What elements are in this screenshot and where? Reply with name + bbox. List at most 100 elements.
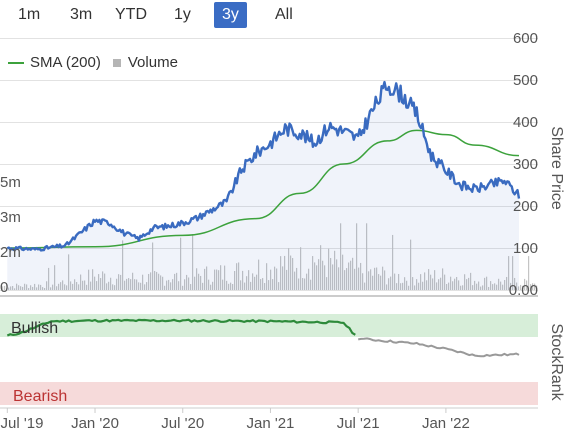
volume-bar bbox=[344, 270, 346, 290]
volume-bar bbox=[508, 256, 510, 290]
volume-bar bbox=[202, 282, 204, 290]
volume-bar bbox=[378, 274, 380, 290]
volume-bar bbox=[112, 284, 114, 290]
stockrank-line[interactable] bbox=[358, 337, 520, 358]
volume-bar bbox=[126, 278, 128, 290]
volume-bar bbox=[518, 286, 520, 290]
volume-bar bbox=[220, 265, 222, 290]
volume-bar bbox=[94, 276, 96, 290]
volume-bar bbox=[370, 269, 372, 290]
range-ytd-button[interactable]: YTD bbox=[115, 6, 147, 23]
volume-bar bbox=[360, 262, 362, 290]
sma-legend-label[interactable]: SMA (200) bbox=[30, 54, 101, 71]
volume-bar bbox=[456, 276, 458, 290]
volume-bar bbox=[36, 287, 38, 290]
volume-bar bbox=[246, 276, 248, 290]
volume-bar bbox=[324, 265, 326, 290]
volume-bar bbox=[26, 284, 28, 290]
volume-bar bbox=[526, 280, 528, 290]
volume-bar bbox=[58, 283, 60, 290]
volume-bar bbox=[130, 279, 132, 290]
volume-bar bbox=[308, 268, 310, 290]
bullish-band bbox=[0, 314, 538, 337]
volume-bar bbox=[266, 263, 268, 290]
volume-bar bbox=[354, 268, 356, 290]
volume-bar bbox=[140, 282, 142, 290]
volume-bar bbox=[136, 279, 138, 290]
volume-bar bbox=[110, 277, 112, 290]
volume-bar bbox=[450, 276, 452, 290]
volume-bar bbox=[10, 286, 12, 290]
volume-bar bbox=[402, 282, 404, 290]
volume-bar bbox=[52, 284, 54, 290]
volume-bar bbox=[216, 269, 218, 290]
volume-bar bbox=[282, 266, 284, 290]
volume-bar bbox=[182, 285, 184, 290]
volume-bar bbox=[494, 283, 496, 290]
stockrank-axis-label: StockRank bbox=[548, 323, 565, 401]
volume-bar bbox=[218, 270, 220, 290]
volume-bar bbox=[504, 280, 506, 290]
volume-bar bbox=[358, 267, 360, 290]
volume-bar bbox=[118, 274, 120, 290]
price-line[interactable] bbox=[6, 80, 521, 252]
volume-bar bbox=[322, 260, 324, 290]
volume-bar bbox=[306, 273, 308, 290]
volume-bar bbox=[24, 283, 26, 290]
volume-bar bbox=[288, 248, 290, 290]
volume-bar bbox=[274, 266, 276, 290]
volume-axis-tick: 3m bbox=[0, 209, 21, 226]
range-all-button[interactable]: All bbox=[275, 6, 293, 23]
volume-bar bbox=[376, 267, 378, 290]
volume-bar bbox=[476, 283, 478, 290]
range-1y-button[interactable]: 1y bbox=[174, 6, 191, 23]
volume-bar bbox=[210, 284, 212, 290]
volume-bar bbox=[144, 284, 146, 290]
volume-bar bbox=[226, 280, 228, 290]
volume-bar bbox=[204, 268, 206, 290]
volume-bar bbox=[438, 279, 440, 290]
volume-bar bbox=[234, 270, 236, 290]
volume-axis-tick: 2m bbox=[0, 244, 21, 261]
volume-bar bbox=[464, 274, 466, 290]
volume-bar bbox=[232, 284, 234, 290]
volume-bar bbox=[242, 270, 244, 290]
volume-bar bbox=[314, 262, 316, 290]
stockrank-line-bullish[interactable] bbox=[6, 318, 356, 337]
price-axis-tick: 0.00 bbox=[509, 282, 538, 299]
volume-bar bbox=[342, 254, 344, 290]
volume-bar bbox=[382, 266, 384, 290]
range-1m-button[interactable]: 1m bbox=[18, 6, 41, 23]
volume-bar bbox=[404, 277, 406, 290]
volume-bar bbox=[124, 280, 126, 290]
volume-bar bbox=[418, 282, 420, 290]
volume-bar bbox=[328, 248, 330, 290]
volume-bar bbox=[270, 269, 272, 290]
volume-bar bbox=[180, 237, 182, 290]
range-3m-button[interactable]: 3m bbox=[70, 6, 93, 23]
volume-bar bbox=[302, 278, 304, 290]
price-axis-tick: 500 bbox=[513, 72, 538, 89]
volume-bar bbox=[42, 287, 44, 290]
volume-bar bbox=[230, 282, 232, 290]
volume-bar bbox=[330, 258, 332, 290]
volume-bar bbox=[388, 278, 390, 290]
volume-bar bbox=[196, 268, 198, 290]
volume-bar bbox=[390, 276, 392, 290]
volume-bar bbox=[158, 273, 160, 290]
volume-legend-label[interactable]: Volume bbox=[127, 54, 178, 71]
volume-bar bbox=[284, 255, 286, 290]
volume-bar bbox=[470, 272, 472, 290]
volume-bar bbox=[116, 278, 118, 290]
volume-bar bbox=[466, 279, 468, 290]
volume-bar bbox=[478, 281, 480, 290]
volume-bar bbox=[224, 265, 226, 290]
volume-bar bbox=[348, 262, 350, 290]
volume-bar bbox=[462, 285, 464, 290]
volume-bar bbox=[66, 285, 68, 290]
price-axis-tick: 400 bbox=[513, 114, 538, 131]
range-3y-button[interactable]: 3y bbox=[214, 2, 247, 28]
volume-bar bbox=[514, 277, 516, 290]
volume-bar bbox=[2, 286, 4, 290]
